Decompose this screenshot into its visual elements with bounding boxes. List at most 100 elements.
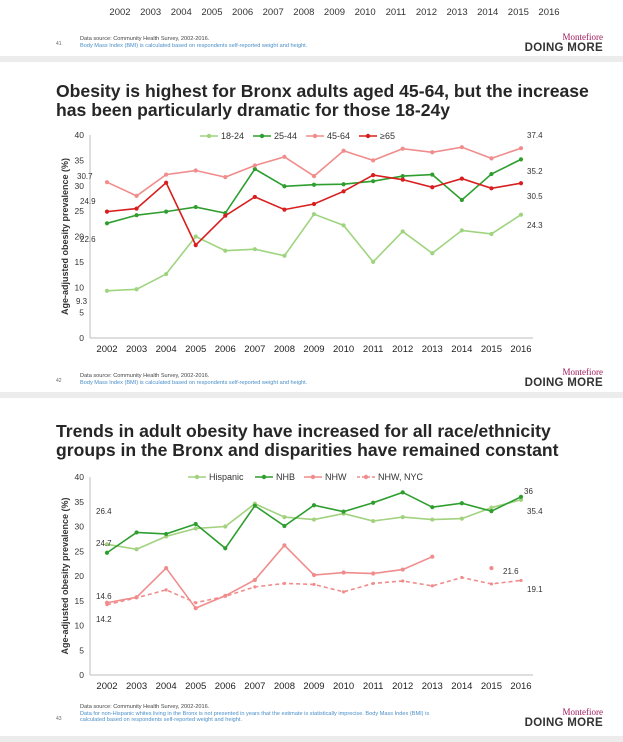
data-point: [282, 253, 287, 258]
data-point: [459, 228, 464, 233]
y-tick-label: 35: [75, 155, 85, 165]
y-tick-label: 30: [75, 181, 85, 191]
brand-name: Montefiore: [562, 32, 604, 42]
y-tick-label: 20: [75, 232, 85, 242]
legend-marker: [363, 474, 369, 480]
data-point: [282, 543, 287, 548]
data-point: [518, 146, 524, 151]
data-label: 22.6: [80, 235, 96, 244]
data-point: [134, 193, 139, 198]
x-tick-label: 2003: [126, 344, 147, 355]
data-point: [193, 606, 198, 611]
data-point: [371, 158, 376, 163]
data-point: [252, 503, 257, 508]
data-point: [164, 588, 168, 592]
data-point: [518, 181, 524, 186]
data-point: [400, 567, 405, 572]
x-tick-label: 2002: [109, 7, 130, 18]
legend-marker: [312, 133, 318, 139]
data-label: 35.4: [527, 507, 543, 516]
data-point: [430, 150, 435, 155]
data-point: [223, 248, 228, 253]
legend-label: ≥65: [380, 131, 395, 141]
x-tick-label: 2004: [156, 344, 177, 355]
x-tick-label: 2002: [96, 344, 117, 355]
data-point: [311, 212, 317, 217]
brand-name: Montefiore: [562, 367, 604, 377]
data-point: [400, 146, 405, 151]
x-tick-label: 2007: [244, 681, 265, 692]
x-tick-label: 2007: [244, 344, 265, 355]
data-point: [311, 182, 317, 187]
brand-name: Montefiore: [562, 707, 604, 717]
data-point: [371, 581, 375, 586]
data-point: [489, 231, 494, 237]
slide-number: 42: [56, 378, 62, 384]
data-point: [489, 565, 494, 571]
data-point: [518, 212, 524, 217]
data-point: [489, 186, 494, 191]
data-point: [164, 209, 169, 214]
x-tick-label: 2009: [303, 681, 324, 692]
x-tick-label: 2016: [538, 7, 559, 18]
slide-top-partial: 2002 2003 2004 2005 2006 2007 2008 2009 2010 2011…: [0, 0, 623, 56]
x-tick-label: 2004: [156, 681, 177, 692]
y-tick-label: 5: [79, 645, 84, 655]
legend-marker: [261, 474, 267, 480]
legend-label: Hispanic: [209, 472, 244, 482]
data-point: [282, 523, 287, 529]
data-point: [193, 204, 198, 210]
top-year-axis: 2002 2003 2004 2005 2006 2007 2008 2009 2010 2011…: [109, 7, 559, 18]
data-point: [400, 177, 405, 182]
legend-marker: [259, 133, 265, 139]
y-tick-label: 15: [75, 257, 85, 267]
race-chart: 0 5 10 15 20 25 30 35 40 2002 2003 2004 2005 2006 2007…: [60, 472, 543, 692]
note-text: Body Mass Index (BMI) is calculated base…: [80, 42, 308, 49]
data-point: [193, 521, 198, 527]
legend-label: 18-24: [221, 131, 244, 141]
x-tick-label: 2015: [481, 681, 502, 692]
y-tick-label: 20: [75, 571, 85, 581]
x-tick-label: 2002: [96, 681, 117, 692]
data-point: [134, 547, 139, 552]
data-point: [253, 585, 257, 589]
brand-tagline: DOING MORE: [524, 717, 603, 729]
brand-tagline: DOING MORE: [524, 377, 603, 389]
age-chart: 0 5 10 15 20 25 30 35 40 2002 2003 2004 2005 2006 2007…: [60, 130, 543, 355]
data-point: [105, 603, 109, 607]
x-tick-label: 2008: [274, 344, 295, 355]
data-point: [164, 565, 169, 571]
data-point: [371, 259, 376, 264]
data-point: [134, 596, 139, 600]
data-label: 30.5: [527, 192, 543, 201]
x-tick-label: 2015: [481, 344, 502, 355]
y-tick-label: 5: [79, 308, 84, 318]
x-tick-label: 2012: [392, 344, 413, 355]
x-tick-label: 2015: [508, 7, 529, 18]
data-point: [341, 509, 346, 514]
data-label: 14.6: [96, 592, 112, 601]
x-tick-label: 2014: [451, 681, 472, 692]
data-label: 24.7: [96, 539, 112, 548]
slide-title: Obesity is highest for Bronx adults aged…: [56, 81, 589, 120]
data-point: [134, 530, 139, 535]
y-tick-label: 40: [75, 130, 85, 140]
data-point: [519, 578, 523, 583]
data-point: [282, 581, 287, 586]
slide-race: Trends in adult obesity have increased f…: [0, 398, 623, 736]
data-point: [430, 172, 435, 177]
data-point: [459, 176, 464, 181]
slide-number: 43: [56, 716, 62, 722]
y-tick-label: 30: [75, 522, 85, 532]
slide-age: Obesity is highest for Bronx adults aged…: [0, 62, 623, 392]
legend-label: 45-64: [327, 131, 350, 141]
y-tick-label: 0: [79, 333, 84, 343]
data-point: [459, 501, 464, 506]
x-tick-label: 2008: [274, 681, 295, 692]
data-point: [341, 189, 346, 194]
data-point: [311, 572, 317, 578]
data-point: [252, 194, 257, 200]
data-label: 26.4: [96, 507, 112, 516]
data-point: [341, 570, 346, 575]
x-tick-label: 2007: [263, 7, 284, 18]
